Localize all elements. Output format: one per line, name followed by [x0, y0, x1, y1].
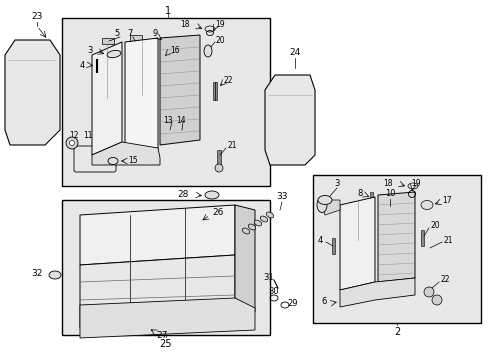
FancyBboxPatch shape: [74, 146, 116, 172]
Polygon shape: [80, 298, 254, 338]
Text: 5: 5: [114, 28, 120, 37]
Ellipse shape: [407, 183, 417, 189]
Polygon shape: [92, 142, 160, 165]
Bar: [331, 238, 334, 254]
Ellipse shape: [242, 228, 249, 234]
Bar: [62, 200, 269, 335]
Text: 7: 7: [127, 28, 132, 37]
Text: 22: 22: [439, 275, 449, 284]
Text: 21: 21: [227, 140, 236, 149]
Ellipse shape: [204, 26, 215, 32]
Polygon shape: [92, 42, 122, 155]
Polygon shape: [160, 35, 200, 145]
Text: 27: 27: [156, 332, 167, 341]
Bar: [62, 18, 269, 186]
Text: 6: 6: [321, 297, 326, 306]
Bar: [369, 192, 372, 206]
Text: 20: 20: [215, 36, 224, 45]
Text: 19: 19: [410, 179, 420, 188]
Ellipse shape: [316, 198, 326, 212]
Polygon shape: [339, 278, 414, 307]
Text: 22: 22: [223, 76, 232, 85]
Ellipse shape: [266, 212, 273, 218]
Ellipse shape: [254, 220, 261, 226]
Text: 13: 13: [163, 116, 172, 125]
Text: 9: 9: [152, 28, 157, 37]
Ellipse shape: [107, 50, 121, 58]
Ellipse shape: [260, 216, 267, 222]
Polygon shape: [235, 205, 254, 320]
Text: 17: 17: [441, 195, 451, 204]
Text: 24: 24: [289, 48, 300, 57]
Bar: [312, 175, 480, 323]
Ellipse shape: [317, 195, 331, 204]
Text: 31: 31: [263, 273, 274, 282]
Polygon shape: [377, 192, 414, 282]
Text: 30: 30: [268, 288, 279, 297]
Bar: [130, 35, 142, 41]
Polygon shape: [5, 40, 60, 145]
Text: 1: 1: [164, 6, 171, 16]
Text: 19: 19: [215, 19, 224, 28]
Text: 4: 4: [79, 60, 84, 69]
Bar: [217, 150, 221, 166]
Ellipse shape: [248, 224, 255, 230]
Text: 33: 33: [276, 192, 287, 201]
Circle shape: [431, 295, 441, 305]
Text: 26: 26: [212, 207, 223, 216]
Polygon shape: [264, 75, 314, 165]
Text: 16: 16: [170, 45, 180, 54]
Circle shape: [423, 287, 433, 297]
Text: 20: 20: [429, 220, 439, 230]
Polygon shape: [80, 205, 235, 265]
Ellipse shape: [203, 45, 212, 57]
Text: 14: 14: [176, 116, 185, 125]
Text: 3: 3: [334, 179, 339, 188]
Text: 32: 32: [31, 270, 42, 279]
Text: 29: 29: [287, 300, 298, 309]
Text: 25: 25: [160, 339, 172, 349]
Bar: [95, 60, 99, 72]
Text: 12: 12: [69, 131, 79, 140]
Text: 3: 3: [87, 45, 93, 54]
Circle shape: [69, 140, 74, 145]
Circle shape: [215, 164, 223, 172]
Text: 4: 4: [317, 235, 322, 244]
Polygon shape: [319, 200, 339, 215]
Bar: [102, 38, 114, 44]
Text: 21: 21: [442, 235, 452, 244]
Ellipse shape: [204, 191, 219, 199]
Polygon shape: [80, 255, 235, 328]
Bar: [420, 230, 423, 246]
Text: 2: 2: [393, 327, 399, 337]
Text: 18: 18: [383, 179, 392, 188]
Circle shape: [66, 137, 78, 149]
Text: 15: 15: [128, 156, 138, 165]
Text: 28: 28: [177, 189, 188, 198]
Text: 10: 10: [384, 189, 394, 198]
Polygon shape: [125, 38, 158, 155]
Text: 8: 8: [357, 189, 362, 198]
Text: 11: 11: [83, 131, 93, 140]
Ellipse shape: [49, 271, 61, 279]
Text: 23: 23: [31, 12, 42, 21]
Ellipse shape: [420, 201, 432, 210]
Text: 18: 18: [180, 19, 189, 28]
Polygon shape: [339, 197, 374, 290]
Bar: [213, 82, 217, 100]
